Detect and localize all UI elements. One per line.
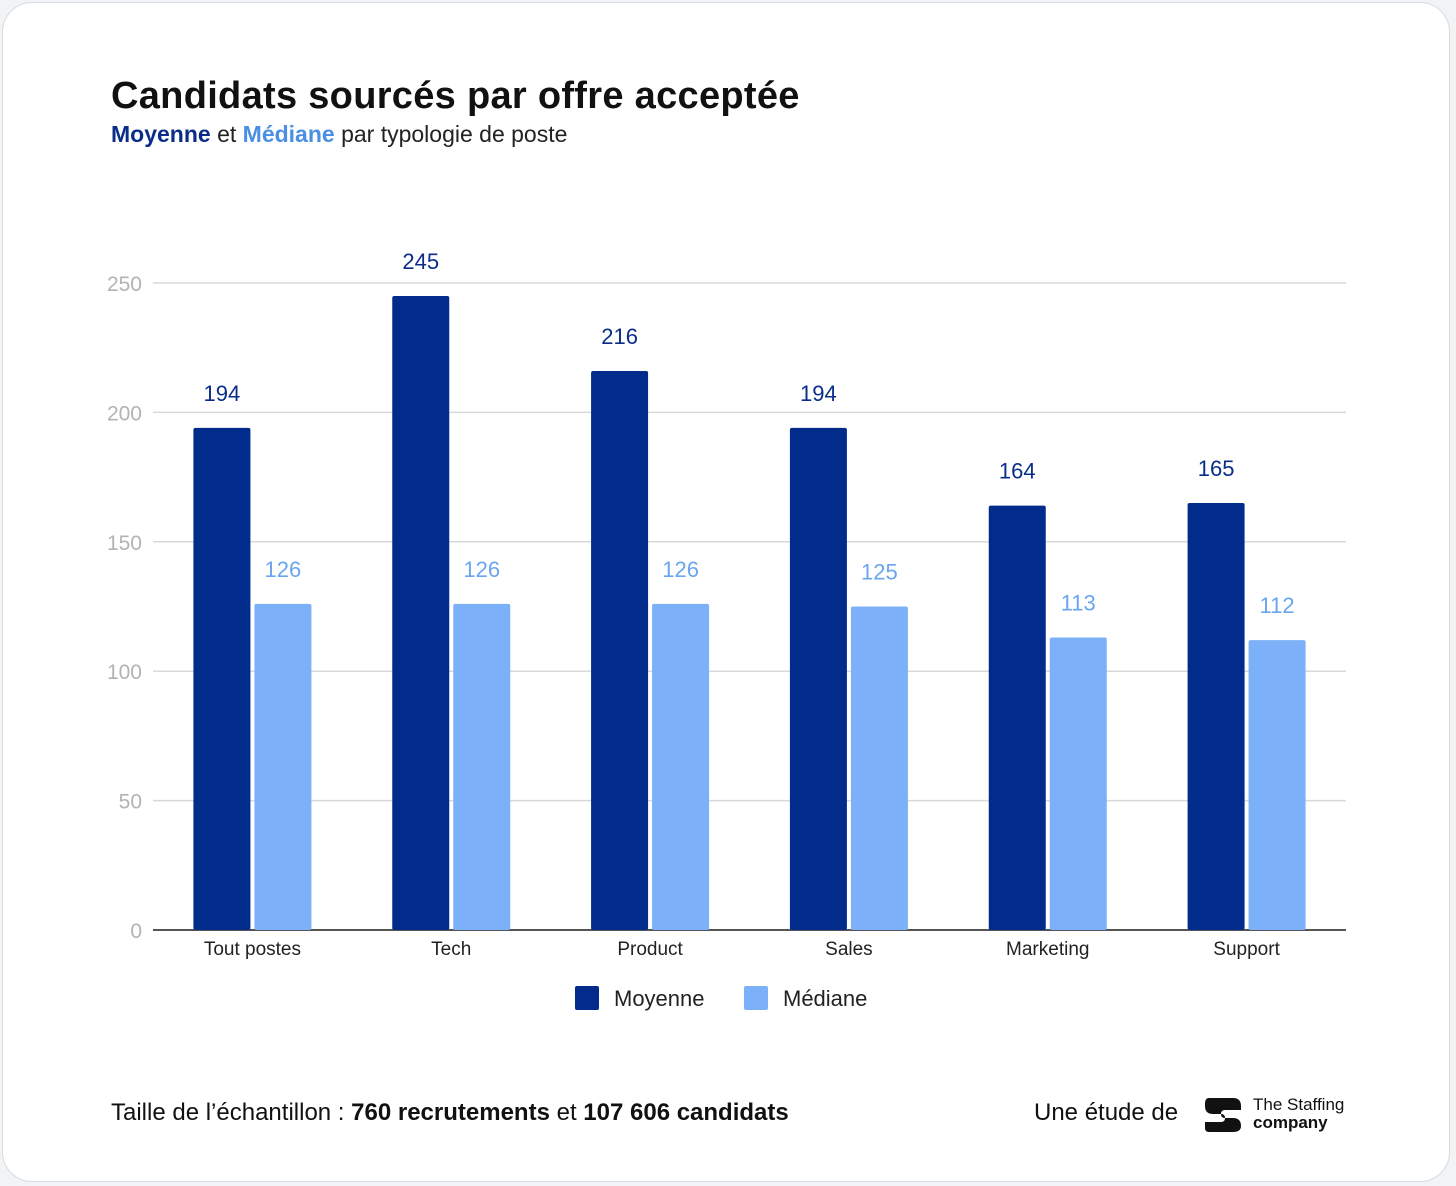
- bar-m-diane: [1049, 637, 1107, 930]
- brand-line-1: The Staffing: [1253, 1095, 1345, 1114]
- x-tick-label: Support: [1213, 939, 1280, 960]
- y-tick-label: 100: [107, 661, 142, 684]
- bar-moyenne: [789, 427, 847, 930]
- chart-title: Candidats sourcés par offre acceptée: [111, 75, 800, 117]
- data-label: 125: [861, 560, 898, 585]
- brand-name: The Staffing company: [1253, 1096, 1344, 1132]
- sample-recruitments: 760 recrutements: [351, 1099, 550, 1126]
- data-label: 194: [204, 381, 241, 406]
- subtitle-et: et: [210, 121, 243, 147]
- data-label: 113: [1061, 591, 1096, 616]
- y-tick-label: 0: [130, 920, 142, 943]
- subtitle-rest: par typologie de poste: [334, 121, 568, 147]
- bar-m-diane: [652, 603, 710, 930]
- x-tick-label: Sales: [825, 939, 873, 960]
- data-label: 164: [999, 459, 1036, 484]
- bar-m-diane: [254, 603, 312, 930]
- sample-and: et: [549, 1099, 584, 1126]
- study-by-label: Une étude de: [1034, 1099, 1179, 1126]
- y-tick-label: 200: [107, 402, 142, 425]
- sample-prefix: Taille de l’échantillon :: [111, 1099, 352, 1126]
- legend-label: Moyenne: [614, 986, 705, 1011]
- sample-size-note: Taille de l’échantillon : 760 recrutemen…: [111, 1099, 789, 1127]
- x-tick-label: Tech: [431, 939, 471, 960]
- subtitle-moyenne: Moyenne: [111, 121, 211, 147]
- y-tick-label: 50: [119, 791, 142, 814]
- data-label: 245: [402, 249, 439, 274]
- data-label: 165: [1198, 456, 1235, 481]
- data-label: 126: [463, 557, 500, 582]
- x-tick-label: Marketing: [1006, 939, 1089, 960]
- y-tick-label: 250: [107, 273, 142, 296]
- y-tick-label: 150: [107, 532, 142, 555]
- bar-m-diane: [850, 606, 908, 930]
- legend-swatch: [744, 986, 768, 1010]
- legend-swatch: [575, 986, 599, 1010]
- x-tick-label: Tout postes: [204, 939, 301, 960]
- staffing-company-logo-icon: [1205, 1098, 1241, 1132]
- subtitle-mediane: Médiane: [242, 121, 335, 147]
- data-label: 194: [800, 381, 837, 406]
- brand-line-2: company: [1253, 1113, 1328, 1132]
- x-tick-label: Product: [617, 939, 683, 960]
- bar-moyenne: [988, 505, 1046, 930]
- data-label: 126: [265, 557, 302, 582]
- bar-moyenne: [193, 427, 251, 930]
- bar-moyenne: [1187, 502, 1245, 930]
- legend-label: Médiane: [783, 986, 867, 1011]
- sample-candidates: 107 606 candidats: [583, 1099, 789, 1126]
- bar-m-diane: [1248, 640, 1306, 930]
- data-label: 126: [662, 557, 699, 582]
- bar-m-diane: [453, 603, 511, 930]
- data-label: 112: [1260, 593, 1295, 618]
- chart-subtitle: Moyenne et Médiane par typologie de post…: [111, 121, 567, 148]
- data-label: 216: [601, 324, 638, 349]
- bar-moyenne: [392, 295, 450, 930]
- bar-moyenne: [591, 370, 649, 930]
